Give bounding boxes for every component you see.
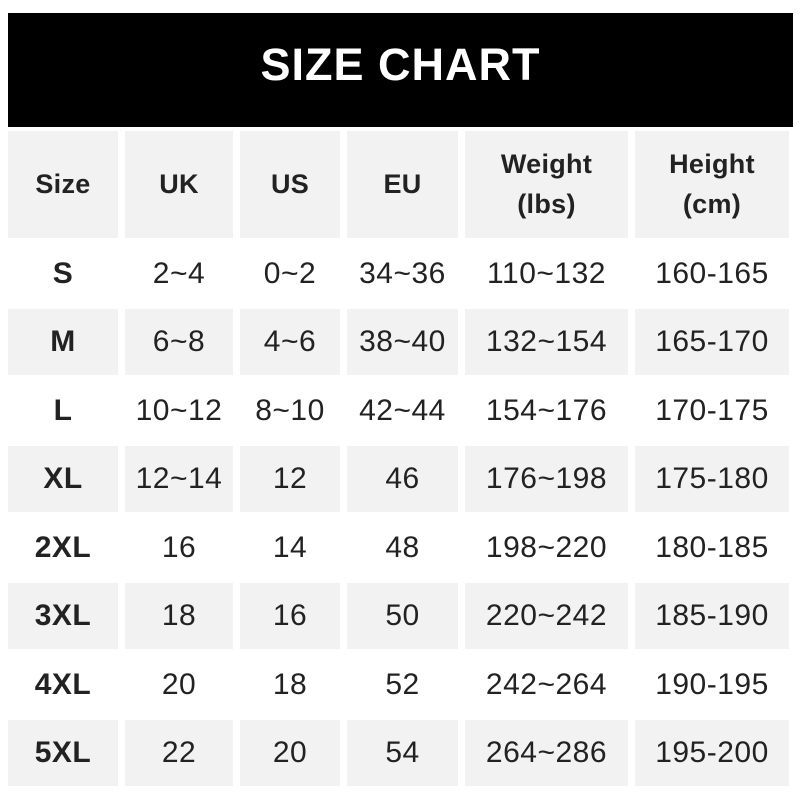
cell-uk: 20 <box>125 651 233 718</box>
cell-height: 170-175 <box>635 377 789 444</box>
cell-eu: 42~44 <box>347 377 458 444</box>
cell-uk: 12~14 <box>125 446 233 512</box>
cell-eu: 34~36 <box>347 240 458 307</box>
column-header-size: Size <box>8 131 118 238</box>
cell-eu: 46 <box>347 446 458 512</box>
cell-size: L <box>8 377 118 444</box>
cell-size: 2XL <box>8 514 118 581</box>
column-header-label: EU <box>383 168 422 199</box>
column-header-eu: EU <box>347 131 458 238</box>
cell-weight: 242~264 <box>465 651 628 718</box>
cell-size: 5XL <box>8 720 118 786</box>
cell-weight: 176~198 <box>465 446 628 512</box>
cell-uk: 2~4 <box>125 240 233 307</box>
cell-us: 8~10 <box>240 377 340 444</box>
column-header-label: Height <box>669 149 755 180</box>
cell-eu: 54 <box>347 720 458 786</box>
cell-height: 195-200 <box>635 720 789 786</box>
cell-uk: 16 <box>125 514 233 581</box>
cell-height: 175-180 <box>635 446 789 512</box>
cell-size: M <box>8 309 118 375</box>
cell-us: 4~6 <box>240 309 340 375</box>
cell-uk: 10~12 <box>125 377 233 444</box>
cell-us: 14 <box>240 514 340 581</box>
cell-size: 4XL <box>8 651 118 718</box>
cell-height: 190-195 <box>635 651 789 718</box>
cell-us: 12 <box>240 446 340 512</box>
cell-eu: 52 <box>347 651 458 718</box>
size-table: Size UK US EU Weight (lbs) Height (cm) S… <box>8 131 789 786</box>
cell-uk: 6~8 <box>125 309 233 375</box>
cell-size: XL <box>8 446 118 512</box>
column-header-uk: UK <box>125 131 233 238</box>
cell-weight: 132~154 <box>465 309 628 375</box>
cell-eu: 50 <box>347 583 458 649</box>
column-header-label: US <box>270 168 310 199</box>
cell-weight: 220~242 <box>465 583 628 649</box>
cell-size: 3XL <box>8 583 118 649</box>
cell-weight: 110~132 <box>465 240 628 307</box>
cell-height: 185-190 <box>635 583 789 649</box>
page-title: SIZE CHART <box>260 39 541 90</box>
column-header-label: Weight <box>500 149 593 180</box>
cell-eu: 38~40 <box>347 309 458 375</box>
cell-size: S <box>8 240 118 307</box>
cell-eu: 48 <box>347 514 458 581</box>
cell-weight: 198~220 <box>465 514 628 581</box>
column-header-label: Size <box>35 168 91 199</box>
cell-uk: 18 <box>125 583 233 649</box>
cell-height: 160-165 <box>635 240 789 307</box>
column-header-height: Height (cm) <box>635 131 789 238</box>
cell-us: 18 <box>240 651 340 718</box>
cell-us: 20 <box>240 720 340 786</box>
cell-uk: 22 <box>125 720 233 786</box>
cell-us: 16 <box>240 583 340 649</box>
cell-weight: 264~286 <box>465 720 628 786</box>
cell-height: 180-185 <box>635 514 789 581</box>
title-banner: SIZE CHART <box>8 13 793 127</box>
column-header-us: US <box>240 131 340 238</box>
column-header-weight: Weight (lbs) <box>465 131 628 238</box>
column-header-label: UK <box>159 168 199 199</box>
column-header-unit: (lbs) <box>517 188 576 219</box>
cell-height: 165-170 <box>635 309 789 375</box>
cell-us: 0~2 <box>240 240 340 307</box>
column-header-unit: (cm) <box>682 188 742 219</box>
cell-weight: 154~176 <box>465 377 628 444</box>
